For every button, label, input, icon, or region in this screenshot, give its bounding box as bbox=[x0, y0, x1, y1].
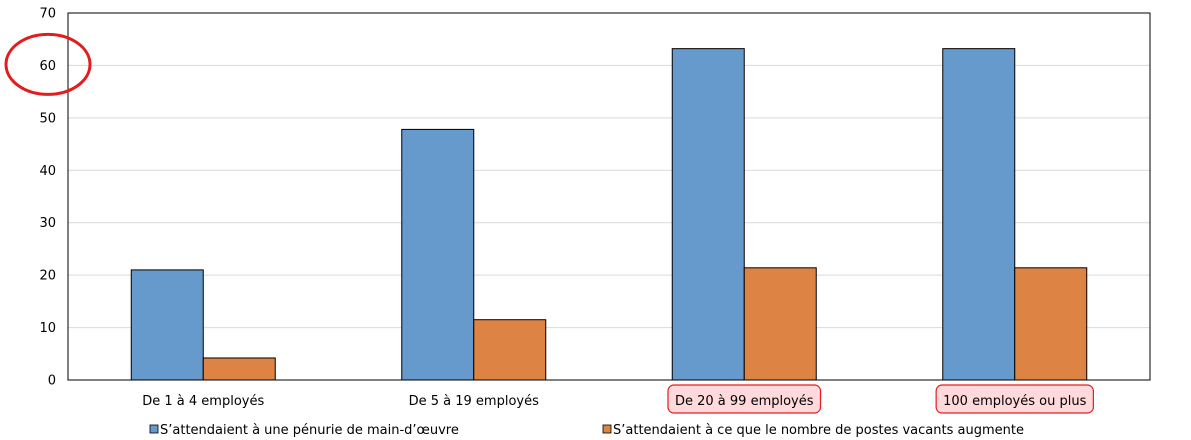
y-tick-label: 60 bbox=[39, 59, 56, 74]
bar-series-1 bbox=[671, 48, 745, 381]
y-tick-label: 10 bbox=[39, 321, 56, 336]
bar-series-2 bbox=[1014, 267, 1088, 381]
y-tick-label: 40 bbox=[39, 164, 56, 179]
y-axis-ticks: 0 10 20 30 40 50 60 70 bbox=[39, 7, 56, 389]
plot-area-frame bbox=[67, 12, 1151, 381]
bar-series-2 bbox=[473, 319, 547, 381]
bar-series-2 bbox=[743, 267, 817, 381]
x-category-label: De 20 à 99 employés bbox=[675, 394, 814, 409]
bar-series-1 bbox=[401, 128, 475, 381]
x-category-label: 100 employés ou plus bbox=[943, 394, 1086, 409]
bar-series-2 bbox=[202, 357, 276, 381]
y-tick-label: 30 bbox=[39, 216, 56, 231]
legend-swatch bbox=[149, 424, 159, 434]
bar-series-1 bbox=[942, 48, 1016, 381]
annotation-circle bbox=[4, 32, 92, 96]
x-category-label: De 5 à 19 employés bbox=[409, 394, 539, 409]
legend-label: S’attendaient à ce que le nombre de post… bbox=[613, 423, 1024, 438]
legend-label: S’attendaient à une pénurie de main-d’œu… bbox=[160, 423, 459, 438]
category-labels: De 1 à 4 employés De 5 à 19 employés De 20… bbox=[142, 384, 1094, 414]
y-tick-label: 0 bbox=[48, 374, 56, 389]
annotations bbox=[4, 32, 92, 96]
category-highlight-box bbox=[935, 384, 1094, 414]
y-tick-label: 70 bbox=[39, 7, 56, 22]
legend: S’attendaient à une pénurie de main-d’œu… bbox=[149, 423, 1024, 438]
bar-series-1 bbox=[130, 269, 204, 381]
category-highlight-box bbox=[667, 384, 822, 414]
bars bbox=[130, 48, 1088, 381]
legend-swatch bbox=[602, 424, 612, 434]
y-tick-label: 50 bbox=[39, 111, 56, 126]
y-tick-label: 20 bbox=[39, 269, 56, 284]
x-category-label: De 1 à 4 employés bbox=[142, 394, 264, 409]
